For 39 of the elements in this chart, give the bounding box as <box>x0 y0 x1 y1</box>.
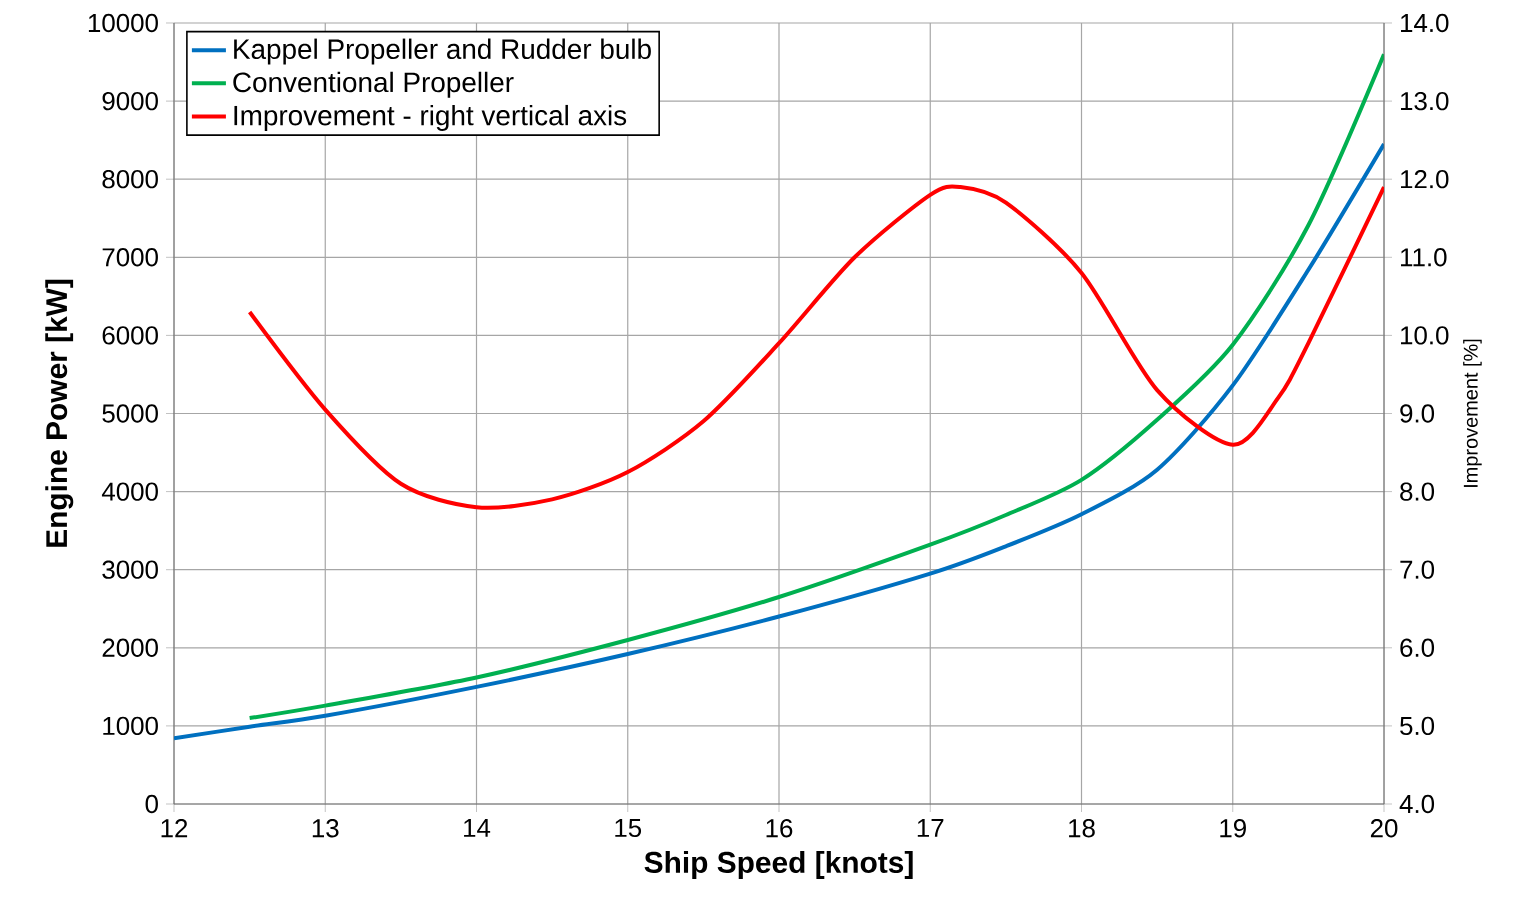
x-tick-label: 18 <box>1069 819 1095 838</box>
y-tick-label: 6000 <box>102 326 158 345</box>
line-series <box>174 142 1385 741</box>
x-tick-label: 16 <box>766 819 793 838</box>
y2-tick-label: 13.0 <box>1401 91 1449 111</box>
x-tick-label: 17 <box>917 819 944 837</box>
y-tick-label: 0 <box>145 794 158 814</box>
y2-tick-label: 9.0 <box>1400 404 1435 423</box>
y-tick-label: 7000 <box>102 248 158 267</box>
x-axis-title: Ship Speed [knots] <box>644 851 913 879</box>
legend-label: Kappel Propeller and Rudder bulb <box>234 38 651 65</box>
y2-tick-label: 11.0 <box>1401 248 1447 267</box>
x-tick-label: 20 <box>1370 819 1398 838</box>
x-tick-label: 14 <box>464 819 491 837</box>
y-tick-label: 2000 <box>102 638 158 657</box>
y-tick-label: 5000 <box>102 404 158 423</box>
y2-tick-label: 12.0 <box>1401 170 1449 189</box>
legend-label: Conventional Propeller <box>233 71 514 98</box>
y-axis-title: Engine Power [kW] <box>45 279 74 547</box>
x-tick-label: 13 <box>312 819 339 838</box>
y2-tick-label: 14.0 <box>1401 13 1449 33</box>
y-tick-label: 1000 <box>103 716 158 736</box>
y2-tick-label: 5.0 <box>1400 716 1435 736</box>
y2-tick-label: 6.0 <box>1400 638 1435 657</box>
x-tick-label: 19 <box>1220 819 1246 838</box>
y2-tick-label: 4.0 <box>1399 794 1435 814</box>
y2-tick-label: 8.0 <box>1400 482 1435 501</box>
x-tick-label: 12 <box>161 819 188 838</box>
y-tick-label: 9000 <box>102 91 158 111</box>
y-tick-label: 4000 <box>101 482 158 501</box>
x-tick-label: 15 <box>615 819 642 838</box>
y2-tick-label: 10.0 <box>1401 326 1449 345</box>
y2-axis-title: Improvement [%] <box>1463 339 1482 487</box>
y-tick-label: 10000 <box>88 13 158 33</box>
legend-label: Improvement - right vertical axis <box>234 104 627 131</box>
y-tick-label: 3000 <box>102 560 158 579</box>
y2-tick-label: 7.0 <box>1400 560 1435 579</box>
y-tick-label: 8000 <box>102 170 158 189</box>
line-series <box>247 184 1385 510</box>
